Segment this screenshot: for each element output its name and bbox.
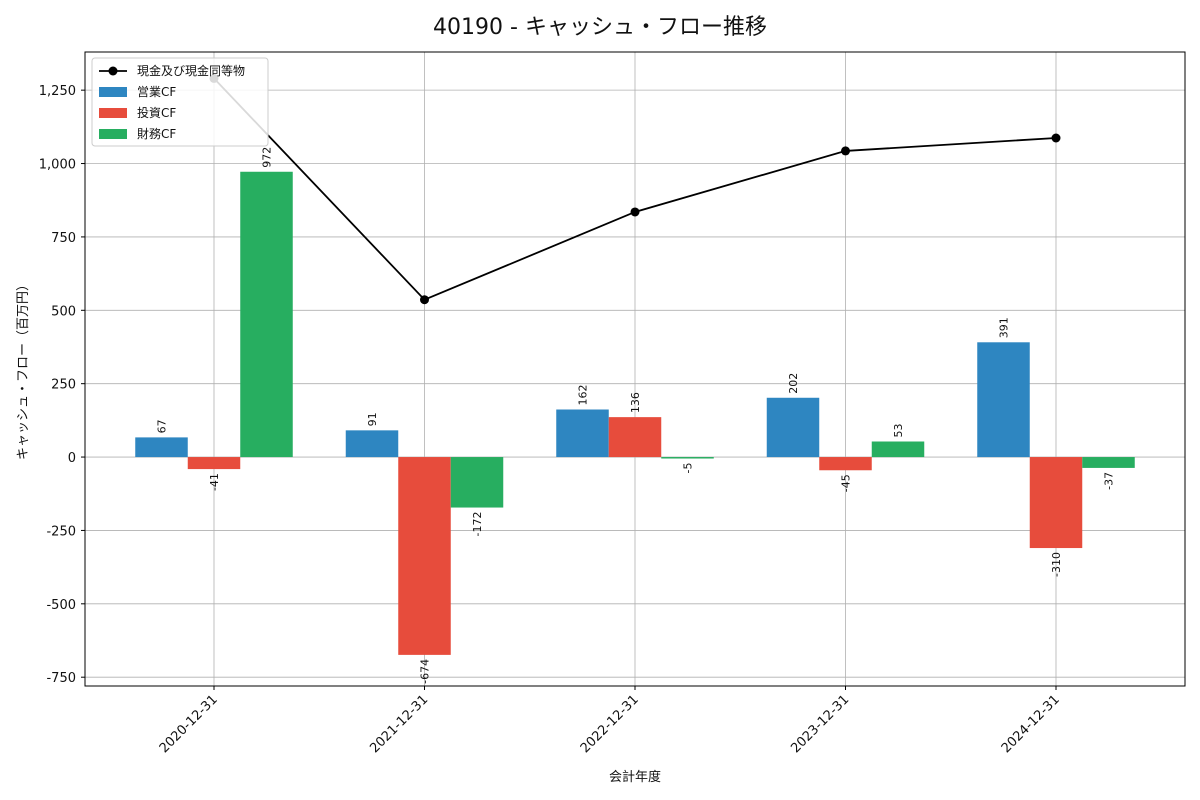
legend-label: 投資CF <box>137 105 176 120</box>
bar-営業CF <box>977 342 1030 458</box>
bar-財務CF <box>240 171 293 458</box>
bar-value-labels: 67 91 162 202 391 -41 -674 136 -45 -310 972 -172 -5 5… <box>156 147 1116 684</box>
cash-line-point <box>630 207 640 217</box>
bar-営業CF <box>556 409 609 458</box>
cash-line-point <box>420 295 429 305</box>
bar-投資CF <box>187 457 241 470</box>
bar-投資CF <box>819 457 872 471</box>
x-tick-label: 2023-12-31 <box>788 692 852 756</box>
y-axis-label: キャッシュ・フロー（百万円） <box>16 278 31 460</box>
bar-value-label: -310 <box>1050 552 1063 577</box>
bar-value-label: 202 <box>787 373 800 394</box>
bar-営業CF <box>345 430 399 458</box>
legend-box <box>91 57 269 147</box>
legend-swatch <box>99 87 127 97</box>
bar-投資CF <box>398 457 451 655</box>
bar-value-label: 67 <box>156 419 169 433</box>
bar-財務CF <box>661 457 714 459</box>
bar-value-label: 391 <box>998 317 1011 338</box>
bar-value-label: -45 <box>840 474 853 492</box>
legend-swatch <box>99 129 127 139</box>
bar-value-label: 972 <box>261 147 274 168</box>
bar-value-label: -37 <box>1103 472 1116 490</box>
bar-投資CF <box>1029 457 1083 549</box>
bar-value-label: 53 <box>892 423 905 437</box>
x-axis-ticks: 2020-12-31 2021-12-31 2022-12-31 2023-12-31… <box>157 686 1063 756</box>
bar-value-label: -674 <box>419 659 432 684</box>
legend-label: 財務CF <box>137 126 176 141</box>
bar-value-label: 162 <box>577 385 590 406</box>
x-axis-label: 会計年度 <box>609 769 661 785</box>
y-axis-ticks: -750 -500 -250 0 250 500 750 1,000 1,250 <box>39 84 85 686</box>
bar-value-label: 136 <box>629 392 642 413</box>
bar-財務CF <box>871 441 925 458</box>
y-tick-label: -250 <box>46 524 76 539</box>
bar-営業CF <box>135 437 188 458</box>
bar-投資CF <box>608 417 662 458</box>
legend-line-marker <box>108 66 118 76</box>
bar-value-label: -172 <box>471 512 484 537</box>
y-tick-label: 750 <box>51 231 76 246</box>
bars <box>135 171 1135 655</box>
bar-財務CF <box>450 457 504 508</box>
bar-財務CF <box>1082 457 1135 468</box>
bar-value-label: -41 <box>208 473 221 491</box>
legend-swatch <box>99 108 127 118</box>
y-tick-label: 0 <box>68 451 76 466</box>
legend-label: 営業CF <box>137 85 176 99</box>
x-tick-label: 2021-12-31 <box>367 692 431 756</box>
bar-value-label: 91 <box>366 412 379 426</box>
cash-line-point <box>841 146 850 156</box>
legend-label: 現金及び現金同等物 <box>137 63 245 78</box>
bar-value-label: -5 <box>682 463 695 474</box>
y-tick-label: 500 <box>51 304 76 319</box>
x-tick-label: 2024-12-31 <box>999 692 1063 756</box>
y-tick-label: -750 <box>46 671 76 686</box>
y-tick-label: -500 <box>46 598 76 613</box>
chart-title: 40190 - キャッシュ・フロー推移 <box>433 15 767 40</box>
x-tick-label: 2022-12-31 <box>578 692 642 756</box>
y-tick-label: 1,000 <box>39 158 76 173</box>
y-tick-label: 1,250 <box>39 84 76 99</box>
bar-営業CF <box>766 397 820 458</box>
cash-line-point <box>1051 133 1061 143</box>
y-tick-label: 250 <box>51 378 76 393</box>
x-tick-label: 2020-12-31 <box>157 692 221 756</box>
